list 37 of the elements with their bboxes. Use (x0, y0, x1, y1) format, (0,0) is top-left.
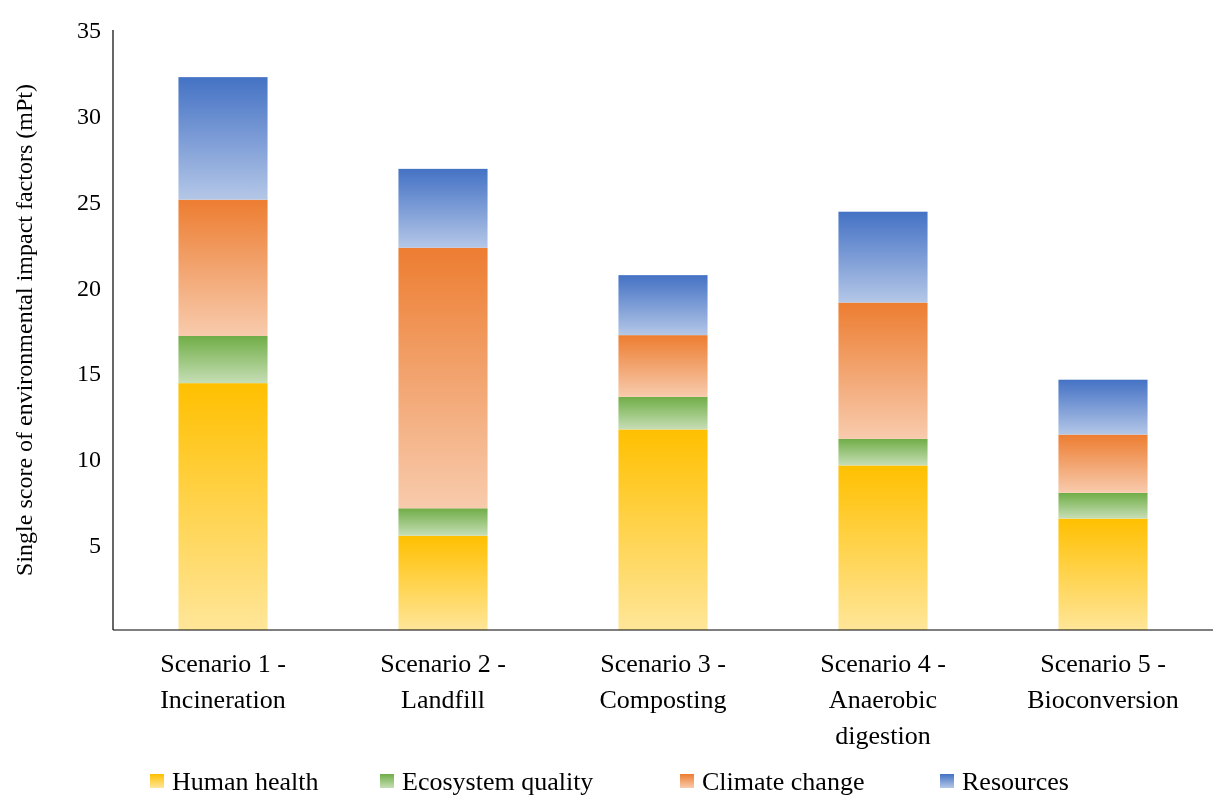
y-tick-label: 10 (77, 445, 101, 472)
x-tick-label: Scenario 1 - Incineration (160, 649, 286, 714)
x-tick-label: Scenario 5 - Bioconversion (1027, 649, 1179, 714)
bar (398, 247, 488, 509)
y-axis-title: Single score of environmental impact factors (mPt) (11, 84, 37, 576)
y-tick-label: 15 (77, 360, 101, 387)
y-tick-label: 25 (77, 188, 101, 215)
legend-label: Human health (172, 767, 319, 797)
bar (618, 275, 708, 336)
x-tick-label: Scenario 2 - Landfill (380, 649, 506, 714)
bar (178, 383, 268, 630)
bar (838, 438, 928, 466)
bar (1058, 492, 1148, 519)
bar (838, 211, 928, 303)
x-tick-label: Scenario 4 - Anaerobic digestion (820, 649, 946, 750)
bar (838, 302, 928, 439)
bar (398, 535, 488, 630)
bar (618, 429, 708, 630)
x-tick-label: Scenario 3 - Composting (599, 649, 727, 714)
bar (1058, 379, 1148, 435)
y-tick-label: 5 (89, 531, 101, 558)
bar (1058, 434, 1148, 493)
bar (618, 396, 708, 430)
y-tick-label: 35 (77, 17, 101, 44)
legend-label: Ecosystem quality (402, 767, 594, 797)
legend-label: Resources (962, 767, 1069, 797)
bar (398, 168, 488, 248)
bar (178, 336, 268, 384)
y-tick-label: 30 (77, 103, 101, 130)
bar (178, 199, 268, 336)
bar (1058, 518, 1148, 630)
y-tick-label: 20 (77, 274, 101, 301)
bar (618, 335, 708, 397)
bar (838, 465, 928, 630)
bar (178, 77, 268, 200)
bar (398, 508, 488, 536)
legend-label: Climate change (702, 767, 865, 797)
